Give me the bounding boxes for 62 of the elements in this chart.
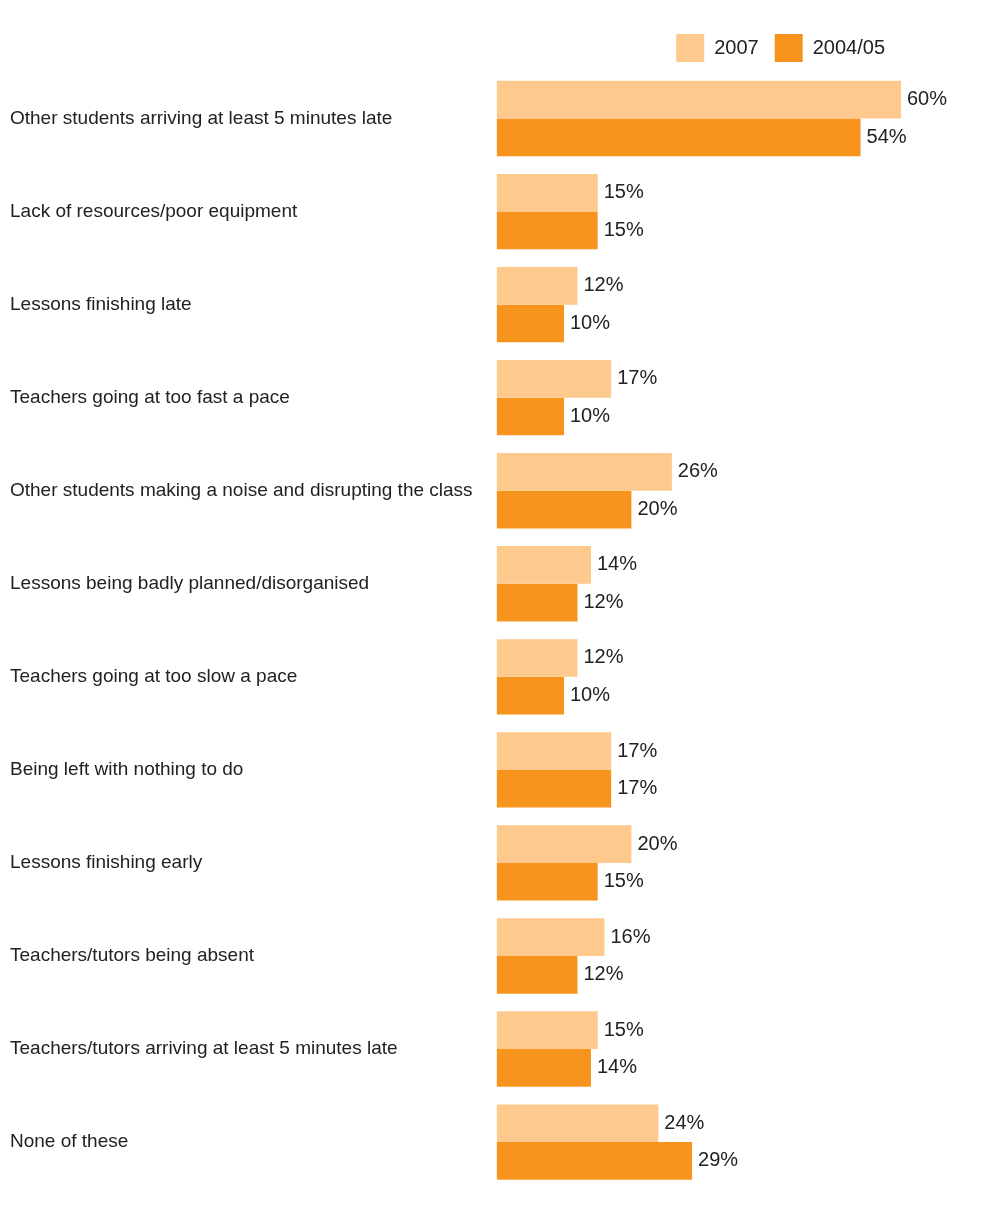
data-label: 17% [617,776,658,799]
bar [496,732,612,770]
bar [496,862,598,901]
bar [496,397,564,436]
y-tick-label: Teachers/tutors arriving at least 5 minutes late [10,1037,398,1059]
y-tick-label: Teachers/tutors being absent [10,944,255,966]
bar [496,1049,591,1087]
data-label: 15% [603,1017,644,1040]
y-tick-label: Teachers going at too slow a pace [10,665,298,687]
data-label: 20% [637,831,678,854]
data-label: 15% [603,217,644,240]
data-label: 26% [677,459,719,482]
data-label: 12% [583,962,624,985]
y-tick-label: Being left with nothing to do [10,758,244,780]
bar [496,1142,693,1180]
legend-label: 2007 [714,35,759,58]
data-label: 15% [603,180,644,203]
data-label: 29% [698,1148,739,1171]
bar [496,825,632,863]
data-label: 10% [570,404,611,427]
data-label: 17% [617,366,658,389]
data-label: 20% [637,497,678,520]
bar [496,211,598,250]
data-label: 60% [907,87,948,110]
data-label: 16% [610,924,651,947]
y-tick-label: Lessons being badly planned/disorganised [10,572,370,594]
y-tick-label: Other students making a noise and disrupting the class [10,478,473,500]
data-label: 12% [583,645,624,668]
y-tick-label: Teachers going at too fast a pace [10,385,290,407]
data-label: 10% [570,310,611,333]
bar [496,80,901,119]
y-tick-label: Lessons finishing late [10,292,192,314]
bar [496,1011,598,1050]
bar [496,359,612,398]
bar [496,769,612,808]
bar [496,955,578,994]
data-label: 14% [596,1055,638,1078]
bar [496,173,598,212]
bar [496,676,564,715]
bar [496,583,578,622]
bar [496,266,578,305]
data-label: 17% [617,738,658,761]
data-label: 15% [603,869,644,892]
bar [496,546,591,584]
y-tick-label: None of these [10,1130,129,1152]
bar [496,453,672,491]
data-label: 54% [866,124,907,147]
data-label: 12% [583,273,624,296]
bar [496,639,578,677]
data-label: 12% [583,590,624,613]
data-label: 14% [596,552,638,575]
y-tick-label: Lack of resources/poor equipment [10,199,298,221]
legend-label: 2004/05 [812,35,885,58]
bar [496,490,632,529]
y-tick-label: Lessons finishing early [10,851,203,873]
bar [496,918,605,956]
data-label: 24% [664,1110,705,1133]
bar [496,1104,659,1143]
bar [496,304,564,343]
bar [496,118,861,157]
y-tick-label: Other students arriving at least 5 minutes late [10,106,393,128]
data-label: 10% [570,683,611,706]
